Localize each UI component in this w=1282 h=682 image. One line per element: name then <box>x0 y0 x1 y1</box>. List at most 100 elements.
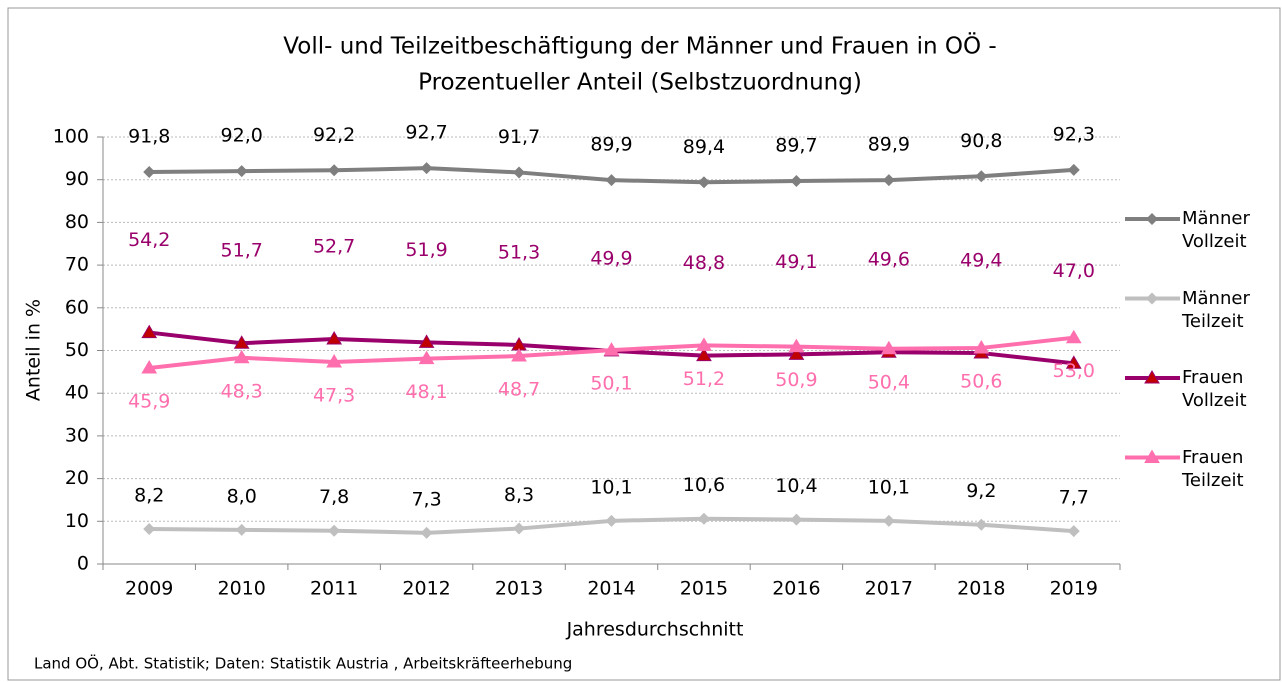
data-label: 47,0 <box>1053 260 1095 282</box>
x-tick-label: 2014 <box>587 578 635 600</box>
point <box>513 166 526 179</box>
x-tick-label: 2017 <box>865 578 913 600</box>
data-label: 49,4 <box>960 250 1002 272</box>
data-label: 10,6 <box>683 474 725 496</box>
frame <box>7 7 1281 681</box>
data-label: 51,3 <box>498 241 540 263</box>
point <box>790 513 803 526</box>
point <box>328 164 341 177</box>
y-tick-label: 20 <box>65 467 89 489</box>
data-label: 49,9 <box>590 247 632 269</box>
chart-title: Voll- und Teilzeitbeschäftigung der Männ… <box>283 32 996 60</box>
point <box>788 338 805 353</box>
y-tick-label: 90 <box>65 168 89 190</box>
legend-label: Männer Teilzeit <box>1182 287 1250 332</box>
point <box>696 337 712 351</box>
point <box>513 522 526 535</box>
source-note: Land OÖ, Abt. Statistik; Daten: Statisti… <box>34 654 572 673</box>
y-tick-label: 60 <box>65 296 89 318</box>
data-label: 89,9 <box>868 134 910 156</box>
x-axis-label: Jahresdurchschnitt <box>566 619 744 641</box>
point <box>418 334 435 348</box>
data-label: 92,3 <box>1053 123 1095 145</box>
y-tick-label: 50 <box>65 339 89 361</box>
data-label: 91,8 <box>128 126 170 148</box>
x-tick-label: 2019 <box>1050 578 1098 600</box>
point <box>328 524 341 537</box>
y-tick-label: 30 <box>65 424 89 446</box>
point <box>788 346 805 360</box>
point <box>1144 449 1160 463</box>
legend-label: Männer Vollzeit <box>1182 208 1250 252</box>
point <box>141 324 158 339</box>
point <box>605 174 618 187</box>
x-tick-label: 2011 <box>310 578 358 600</box>
x-tick-label: 2016 <box>772 578 820 600</box>
data-label: 48,7 <box>498 379 540 401</box>
point <box>141 360 158 374</box>
point <box>973 339 990 354</box>
data-label: 9,2 <box>966 480 996 502</box>
point <box>233 335 250 349</box>
point <box>1065 355 1082 369</box>
data-label: 91,7 <box>498 126 540 148</box>
data-label: 90,8 <box>960 130 1002 152</box>
point <box>975 170 988 183</box>
point <box>418 350 435 365</box>
data-label: 45,9 <box>128 391 170 413</box>
x-tick-label: 2010 <box>218 578 266 600</box>
data-label: 54,2 <box>128 229 170 251</box>
data-label: 10,1 <box>868 476 910 498</box>
point <box>603 342 620 356</box>
data-label: 51,7 <box>221 240 263 262</box>
point <box>143 522 156 535</box>
data-label: 50,1 <box>590 373 632 395</box>
x-tick-label: 2018 <box>957 578 1005 600</box>
data-label: 48,3 <box>221 380 263 402</box>
point <box>326 354 343 368</box>
point <box>326 330 343 345</box>
point <box>420 526 433 539</box>
legend-label: Frauen Vollzeit <box>1182 367 1247 411</box>
point <box>1146 213 1158 225</box>
data-label: 8,3 <box>504 484 534 506</box>
data-label: 7,3 <box>411 488 441 510</box>
point <box>880 340 897 355</box>
x-tick-label: 2015 <box>680 578 728 600</box>
point <box>235 523 248 536</box>
point <box>882 174 895 187</box>
point <box>1144 370 1160 384</box>
data-label: 49,1 <box>775 251 817 273</box>
data-label: 53,0 <box>1053 360 1095 382</box>
y-tick-label: 10 <box>65 510 89 532</box>
point <box>143 166 156 179</box>
chart-subtitle: Prozentueller Anteil (Selbstzuordnung) <box>418 70 862 96</box>
data-label: 89,7 <box>775 134 817 156</box>
data-label: 10,1 <box>590 476 632 498</box>
y-tick-label: 70 <box>65 254 89 276</box>
point <box>882 514 895 527</box>
point <box>790 174 803 187</box>
point <box>697 176 710 189</box>
point <box>1067 525 1080 538</box>
data-label: 51,9 <box>405 239 447 261</box>
point <box>1065 329 1082 344</box>
point <box>696 347 712 362</box>
data-label: 48,1 <box>405 381 447 403</box>
data-label: 92,7 <box>405 122 447 144</box>
point <box>235 165 248 178</box>
data-label: 49,6 <box>868 249 910 271</box>
point <box>697 512 710 525</box>
x-tick-label: 2013 <box>495 578 543 600</box>
x-tick-label: 2009 <box>125 578 173 600</box>
data-label: 50,6 <box>960 370 1002 392</box>
data-label: 92,0 <box>221 125 263 147</box>
data-label: 47,3 <box>313 385 355 407</box>
data-label: 50,4 <box>868 371 910 393</box>
data-label: 8,0 <box>227 485 257 507</box>
data-label: 48,8 <box>683 252 725 274</box>
data-label: 92,2 <box>313 124 355 146</box>
data-label: 10,4 <box>775 475 817 497</box>
